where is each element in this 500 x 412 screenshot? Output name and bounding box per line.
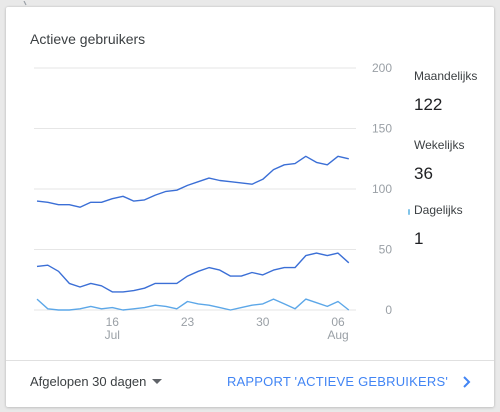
legend-value-monthly: 122: [414, 95, 443, 114]
legend-item-monthly: Maandelijks 122: [414, 69, 494, 129]
y-tick-label: 50: [379, 243, 393, 257]
chevron-right-icon: [463, 375, 471, 388]
date-range-dropdown[interactable]: Afgelopen 30 dagen: [30, 374, 163, 389]
footer-divider: [6, 360, 494, 361]
monthly-series-line: [36, 155, 349, 208]
scroll-tick-icon: [23, 1, 27, 6]
legend-item-weekly: Wekelijks 36: [414, 138, 494, 198]
x-tick-month-label: Aug: [327, 328, 348, 342]
active-users-report-link[interactable]: RAPPORT 'ACTIEVE GEBRUIKERS': [227, 374, 472, 389]
y-tick-label: 0: [385, 303, 392, 317]
legend-item-daily: Dagelijks 1: [408, 203, 494, 263]
legend-label-daily: Dagelijks: [414, 203, 463, 217]
caret-down-icon: [152, 379, 163, 384]
x-tick-month-label: Jul: [105, 328, 120, 342]
legend-value-daily: 1: [414, 229, 424, 248]
legend-label-weekly: Wekelijks: [414, 138, 465, 152]
y-tick-label: 200: [372, 61, 392, 75]
y-tick-label: 150: [372, 122, 392, 136]
card-title: Actieve gebruikers: [30, 31, 146, 47]
report-link-label: RAPPORT 'ACTIEVE GEBRUIKERS': [226, 374, 448, 389]
x-tick-label: 30: [256, 315, 270, 329]
daily-series-marker: [408, 209, 410, 215]
y-tick-label: 100: [372, 182, 392, 196]
x-tick-label: 16: [106, 315, 120, 329]
weekly-series-line: [36, 252, 350, 293]
active-users-card: Actieve gebruikers 200 150 100 50 0 16 Jul 23 3…: [6, 1, 494, 407]
x-tick-label: 06: [331, 315, 345, 329]
legend-label-monthly: Maandelijks: [414, 69, 478, 83]
daily-series-line: [36, 298, 350, 311]
legend-value-weekly: 36: [414, 164, 433, 183]
date-range-label: Afgelopen 30 dagen: [30, 374, 147, 389]
x-tick-label: 23: [181, 315, 195, 329]
